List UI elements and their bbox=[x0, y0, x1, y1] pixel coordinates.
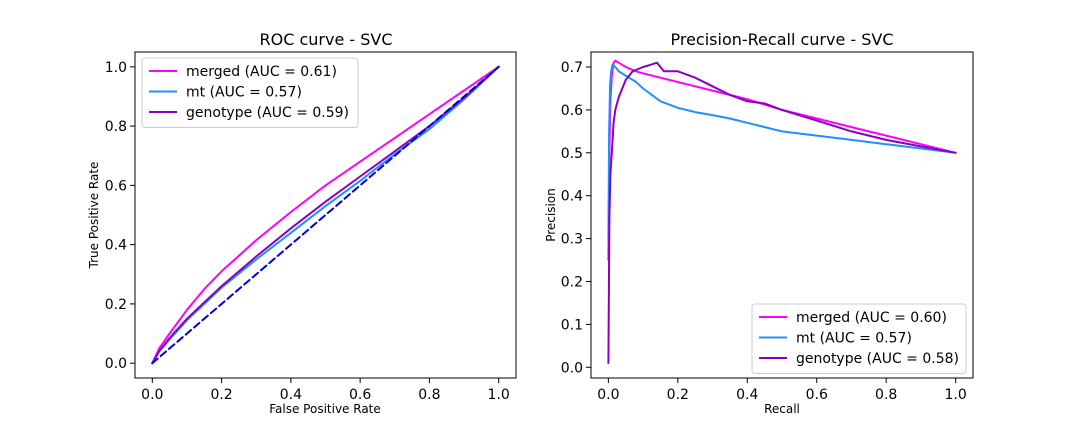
pr-x-tick-label: 0.0 bbox=[597, 387, 619, 403]
roc-x-tick-label: 0.0 bbox=[141, 387, 163, 403]
roc-y-tick-label: 0.8 bbox=[105, 119, 127, 135]
roc-x-axis-label: False Positive Rate bbox=[269, 402, 381, 416]
pr-x-tick-label: 0.2 bbox=[667, 387, 689, 403]
roc-data-layer bbox=[151, 65, 500, 365]
pr-legend: merged (AUC = 0.60) mt (AUC = 0.57) genoty… bbox=[751, 303, 967, 374]
roc-legend-label: genotype (AUC = 0.59) bbox=[186, 105, 349, 121]
roc-y-ticks: 0.0 0.2 0.4 0.6 0.8 1.0 bbox=[105, 60, 135, 372]
roc-series-line-0 bbox=[151, 65, 500, 365]
roc-legend-label: mt (AUC = 0.57) bbox=[186, 85, 302, 101]
pr-legend-box bbox=[751, 303, 967, 374]
pr-x-tick-label: 0.4 bbox=[736, 387, 758, 403]
pr-x-tick-label: 0.8 bbox=[875, 387, 897, 403]
pr-plot-frame bbox=[590, 51, 974, 379]
pr-y-tick-label: 0.2 bbox=[561, 274, 583, 290]
pr-x-axis-label: Recall bbox=[764, 402, 800, 416]
pr-data-layer bbox=[607, 59, 957, 364]
roc-legend: merged (AUC = 0.61) mt (AUC = 0.57) genoty… bbox=[141, 57, 359, 128]
roc-y-tick-label: 1.0 bbox=[105, 60, 127, 76]
pr-series-line-0 bbox=[607, 59, 957, 261]
roc-x-tick-label: 0.2 bbox=[210, 387, 232, 403]
pr-y-tick-label: 0.0 bbox=[561, 360, 583, 376]
roc-x-tick-label: 0.4 bbox=[280, 387, 302, 403]
pr-chart-title: Precision-Recall curve - SVC bbox=[670, 30, 893, 49]
pr-x-tick-label: 0.6 bbox=[806, 387, 828, 403]
roc-legend-label: merged (AUC = 0.61) bbox=[186, 64, 337, 80]
roc-y-tick-label: 0.4 bbox=[105, 238, 127, 254]
pr-legend-label: mt (AUC = 0.57) bbox=[796, 331, 912, 347]
roc-y-tick-label: 0.2 bbox=[105, 297, 127, 313]
pr-y-tick-label: 0.7 bbox=[561, 60, 583, 76]
roc-y-tick-label: 0.0 bbox=[105, 356, 127, 372]
pr-y-tick-label: 0.1 bbox=[561, 317, 583, 333]
pr-x-ticks: 0.0 0.2 0.4 0.6 0.8 1.0 bbox=[597, 378, 967, 403]
roc-series-line-1 bbox=[151, 65, 500, 365]
roc-y-tick-label: 0.6 bbox=[105, 178, 127, 194]
pr-y-tick-label: 0.4 bbox=[561, 189, 583, 205]
roc-legend-box bbox=[141, 57, 359, 128]
roc-x-tick-label: 0.6 bbox=[349, 387, 371, 403]
roc-chart: ROC curve - SVC 0.0 0.2 0.4 0.6 0.8 1.0 0.00.… bbox=[87, 30, 517, 416]
pr-chart: Precision-Recall curve - SVC 0.0 0.2 0.4 0.… bbox=[544, 30, 974, 416]
roc-y-axis-label: True Positive Rate bbox=[87, 162, 101, 270]
pr-y-tick-label: 0.3 bbox=[561, 232, 583, 248]
roc-chart-title: ROC curve - SVC bbox=[259, 30, 392, 49]
pr-x-tick-label: 1.0 bbox=[945, 387, 967, 403]
pr-legend-label: genotype (AUC = 0.58) bbox=[796, 351, 959, 367]
roc-chance-line bbox=[151, 65, 500, 365]
pr-series-line-2 bbox=[607, 61, 957, 364]
pr-y-axis-label: Precision bbox=[544, 188, 558, 242]
roc-x-tick-label: 1.0 bbox=[488, 387, 510, 403]
roc-x-ticks: 0.0 0.2 0.4 0.6 0.8 1.0 bbox=[141, 378, 510, 403]
pr-y-ticks: 0.0 0.1 0.2 0.3 0.4 0.5 0.6 0.7 bbox=[561, 60, 591, 376]
pr-y-tick-label: 0.6 bbox=[561, 103, 583, 119]
pr-series-line-1 bbox=[607, 63, 957, 240]
pr-y-tick-label: 0.5 bbox=[561, 146, 583, 162]
roc-x-tick-label: 0.8 bbox=[418, 387, 440, 403]
roc-plot-frame bbox=[134, 51, 517, 379]
pr-legend-label: merged (AUC = 0.60) bbox=[796, 310, 947, 326]
